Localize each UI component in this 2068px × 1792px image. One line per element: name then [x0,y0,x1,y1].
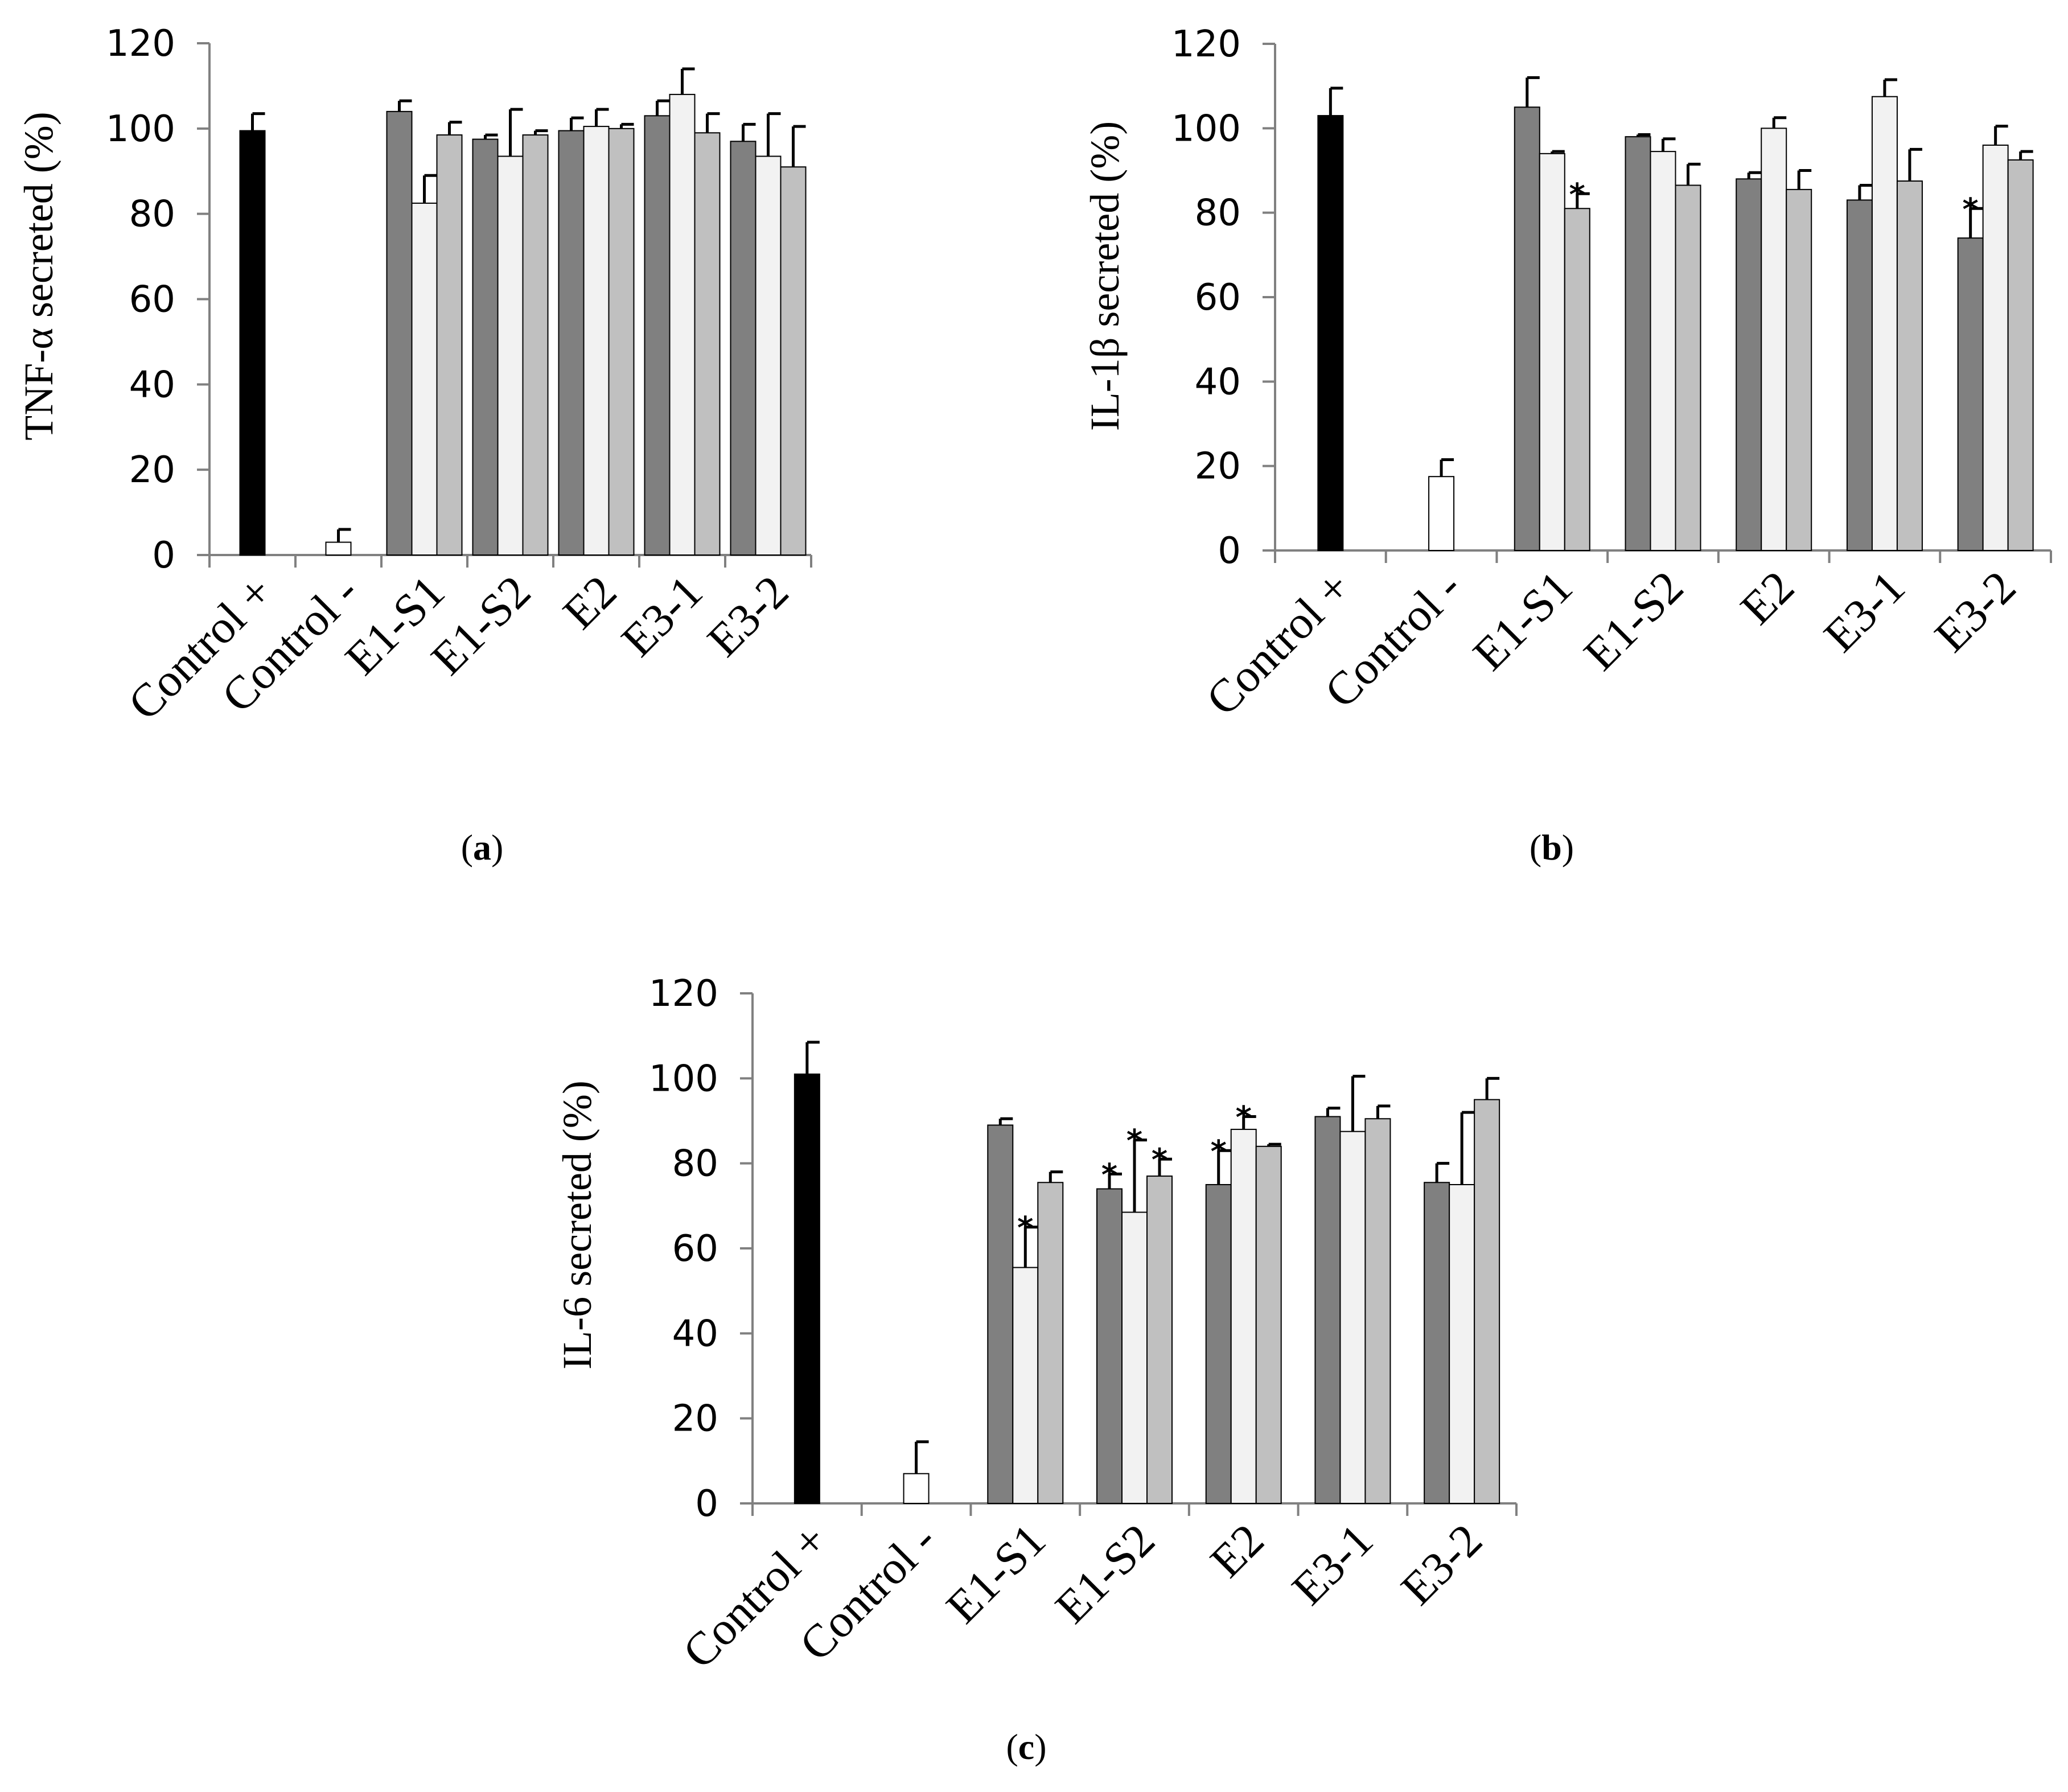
panel-a-bar-e3-2-series-1 [730,141,757,556]
panel-b-bar-e2-series-3 [1786,188,1812,551]
panel-a-bar-e2-series-3 [608,128,635,556]
panel-c-bar-e3-1-series-1 [1314,1116,1341,1504]
panel-a-bar-e1-s2-series-1 [472,138,499,556]
panel-a-bar-e1-s1-series-1 [386,110,413,556]
panel-c-bar-e1-s2-series-2-significance-marker: * [1126,1123,1142,1159]
panel-c-bar-e1-s1-series-3 [1037,1182,1064,1504]
panel-a-y-tick-label: 20 [129,449,175,491]
panel-c-bar-e2-series-1 [1205,1184,1232,1504]
panel-b-bar-e1-s2-series-3 [1675,184,1701,552]
panel-c-bar-e1-s2-series-1 [1096,1188,1123,1504]
panel-a-bar-e3-2-series-2 [755,155,782,556]
panel-b-bar-e3-1-series-3 [1896,180,1923,551]
panel-c-bar-e2-series-3 [1255,1145,1282,1505]
panel-c-bar-e3-1-series-2 [1339,1131,1366,1504]
panel-a-y-tick-label: 100 [106,108,175,150]
panel-c-bar-control-minus [903,1473,930,1505]
panel-a-bar-e3-2-series-3 [780,166,807,556]
panel-b-y-axis-label: IL-1β secreted (%) [1082,121,1128,431]
panel-b-bar-e3-2-series-1 [1957,237,1984,551]
panel-c-bar-control-plus [794,1073,820,1505]
panel-b-bar-control-minus [1428,476,1455,551]
panel-c-bar-e3-2-series-3 [1474,1099,1500,1504]
panel-c-bar-e3-1-series-3 [1364,1118,1391,1505]
panel-a-bar-e3-1-series-2 [669,93,696,556]
panel-b-bar-e1-s1-series-3 [1564,208,1590,551]
panel-c-y-tick-label: 20 [672,1398,718,1440]
panel-b-y-tick-label: 100 [1171,108,1241,150]
panel-c-y-tick-label: 80 [672,1143,718,1185]
panel-c-bar-e1-s2-series-2 [1121,1211,1148,1505]
panel-a-bar-e1-s2-series-3 [522,134,549,556]
panel-b-y-tick-label: 120 [1171,23,1241,65]
panel-a-caption: (a) [461,827,504,868]
panel-b-bar-e2-series-2 [1761,128,1787,552]
panel-c-y-tick-label: 40 [672,1313,718,1355]
panel-a-y-tick-label: 60 [129,279,175,321]
panel-b-bar-e3-2-series-1-significance-marker: * [1963,191,1979,227]
panel-c-bar-e3-2-series-1 [1424,1182,1450,1504]
panel-a-bar-e3-1-series-3 [694,132,721,556]
panel-b-bar-e1-s2-series-1 [1625,136,1651,551]
panel-c-bar-e3-2-series-2 [1449,1184,1475,1504]
panel-c-bar-e1-s2-series-3 [1146,1176,1173,1504]
panel-a-bar-e1-s1-series-3 [436,134,463,556]
panel-c-bar-e2-series-2-significance-marker: * [1236,1100,1252,1136]
panel-c-y-axis-label: IL-6 secreted (%) [554,1080,600,1370]
panel-b-y-tick-label: 40 [1195,361,1241,403]
panel-c-bar-e1-s1-series-1 [987,1124,1014,1504]
panel-a-y-tick-label: 0 [152,535,175,577]
panel-c-y-tick-label: 120 [649,973,718,1015]
panel-a-y-tick-label: 80 [129,194,175,236]
panel-b-bar-e3-2-series-2 [1982,145,2009,551]
panel-a-bar-control-plus [239,130,266,556]
panel-a-bar-e1-s1-series-2 [411,202,438,556]
panel-a-bar-e2-series-1 [558,130,585,556]
panel-b-y-tick-label: 60 [1195,277,1241,319]
panel-c-y-tick-label: 0 [695,1483,718,1525]
panel-a-y-tick-label: 120 [106,23,175,65]
panel-a-y-tick-label: 40 [129,364,175,406]
panel-c-bar-e1-s1-series-2 [1012,1267,1039,1505]
panel-b-y-tick-label: 20 [1195,446,1241,488]
panel-b-bar-e1-s1-series-2 [1539,153,1565,552]
panel-c-caption: (c) [1006,1727,1046,1767]
panel-b-bar-e2-series-1 [1736,178,1762,552]
panel-b-y-tick-label: 80 [1195,192,1241,235]
panel-b-y-tick-label: 0 [1218,530,1241,572]
panel-a-bar-e3-1-series-1 [644,115,671,556]
panel-c-y-tick-label: 60 [672,1228,718,1270]
panel-c-bar-e2-series-2 [1230,1128,1257,1504]
panel-a-y-axis-label: TNF-α secreted (%) [16,112,61,440]
panel-a-bar-e1-s2-series-2 [497,155,524,556]
panel-c-bar-e1-s2-series-3-significance-marker: * [1152,1142,1167,1178]
panel-c-y-tick-label: 100 [649,1058,718,1100]
panel-a-bar-e2-series-2 [583,126,610,556]
panel-b-caption: (b) [1530,827,1574,868]
panel-b-bar-control-plus [1317,115,1344,552]
panel-c-bar-e1-s1-series-2-significance-marker: * [1017,1210,1033,1246]
panel-a-bar-control-minus [325,541,352,556]
panel-b-bar-e1-s2-series-2 [1650,151,1676,551]
panel-b-bar-e3-1-series-2 [1871,96,1898,552]
panel-b-bar-e3-2-series-3 [2007,159,2034,552]
panel-c-bar-e2-series-1-significance-marker: * [1211,1133,1227,1169]
panel-b-bar-e1-s1-series-1 [1514,106,1540,551]
panel-b-bar-e1-s1-series-3-significance-marker: * [1569,176,1585,212]
panel-b-bar-e3-1-series-1 [1846,199,1873,551]
panel-c-bar-e1-s2-series-1-significance-marker: * [1101,1157,1117,1193]
